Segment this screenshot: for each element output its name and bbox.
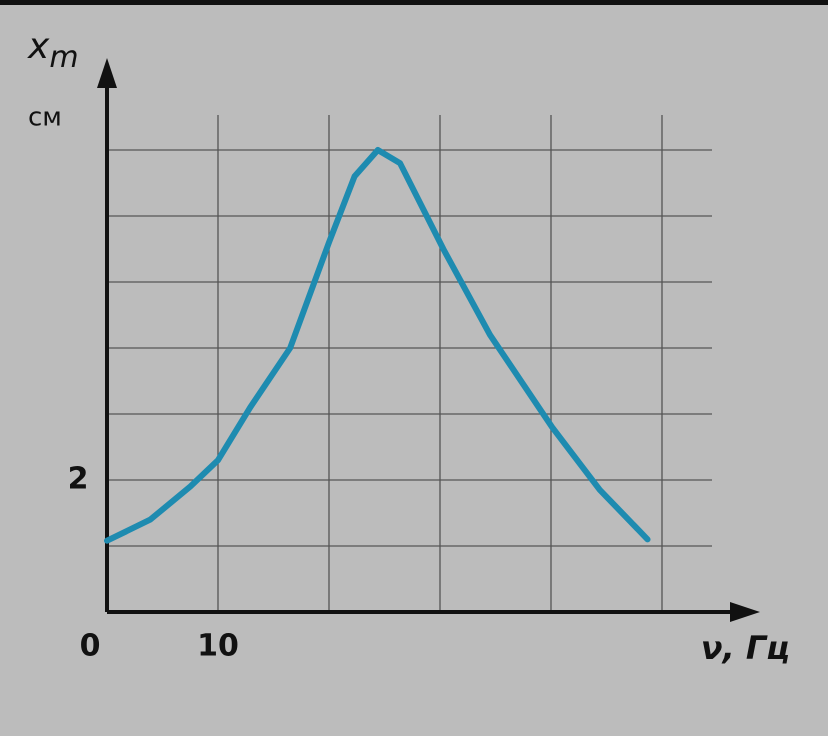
top-bar <box>0 0 828 5</box>
y-arrow <box>97 58 117 88</box>
curve <box>104 147 651 544</box>
y-tick-label: 2 <box>68 462 89 497</box>
grid <box>107 115 712 612</box>
y-label-main: x <box>27 26 50 67</box>
y-label-sub: m <box>49 40 78 75</box>
x-axis-label: ν, Гц <box>701 629 790 667</box>
axes <box>97 58 760 622</box>
x-tick-label: 0 <box>80 629 101 664</box>
x-arrow <box>730 602 760 622</box>
y-axis-label: xm <box>27 26 79 75</box>
y-unit: см <box>28 103 62 133</box>
x-tick-label: 10 <box>197 629 239 664</box>
